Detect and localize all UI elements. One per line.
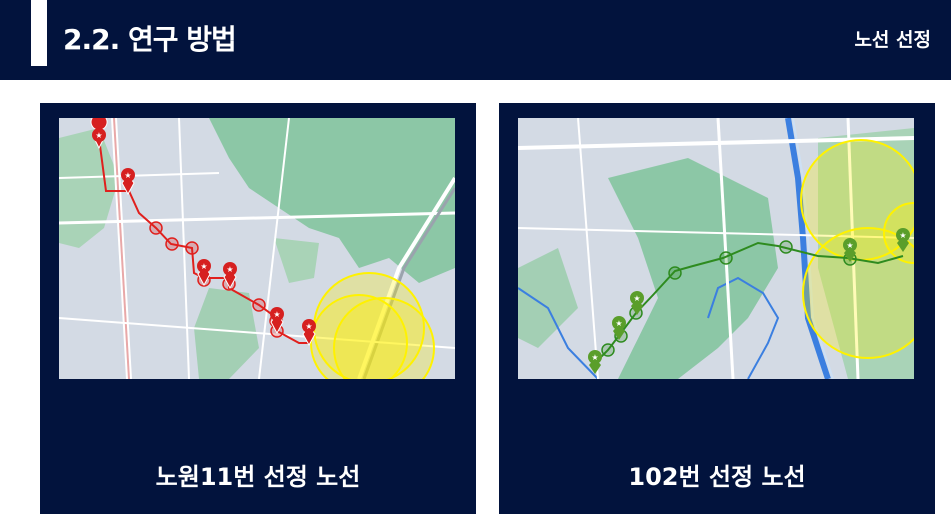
svg-text:★: ★ <box>591 353 598 362</box>
panel-caption-102: 102번 선정 노선 <box>628 463 806 491</box>
header-accent-bar <box>31 0 47 66</box>
svg-text:★: ★ <box>200 262 207 271</box>
header-bar: 2.2. 연구 방법 노선 선정 <box>0 0 951 80</box>
section-label: 노선 선정 <box>854 29 931 51</box>
svg-text:★: ★ <box>846 241 853 250</box>
page-title: 2.2. 연구 방법 <box>63 23 237 56</box>
route-panel-nowon11: ★ ★ ★ ★ ★ ★ 노원11번 선정 노선 <box>40 103 476 514</box>
route-panel-102: ★ ★ ★ ★ ★ 102번 선정 노선 <box>499 103 935 514</box>
svg-text:★: ★ <box>273 310 280 319</box>
map-image-nowon11: ★ ★ ★ ★ ★ ★ <box>59 118 455 379</box>
svg-text:★: ★ <box>95 131 102 140</box>
svg-text:★: ★ <box>899 231 906 240</box>
panel-caption-nowon11: 노원11번 선정 노선 <box>155 463 361 491</box>
svg-text:★: ★ <box>305 322 312 331</box>
map-image-102: ★ ★ ★ ★ ★ <box>518 118 914 379</box>
svg-text:★: ★ <box>633 294 640 303</box>
svg-text:★: ★ <box>615 319 622 328</box>
svg-text:★: ★ <box>124 171 131 180</box>
svg-text:★: ★ <box>226 265 233 274</box>
